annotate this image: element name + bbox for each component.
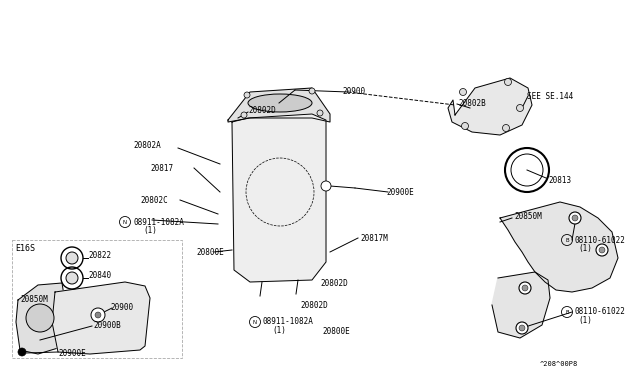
Text: 20800E: 20800E [322,327,349,337]
Text: 20850M: 20850M [514,212,541,221]
Text: B: B [565,310,569,314]
Text: (1): (1) [578,315,592,324]
Circle shape [244,92,250,98]
Text: 20802B: 20802B [458,99,486,108]
Text: (1): (1) [272,326,286,334]
Circle shape [18,348,26,356]
Text: 20802D: 20802D [320,279,348,289]
Ellipse shape [248,94,312,112]
Text: N: N [123,219,127,224]
Circle shape [569,212,581,224]
Circle shape [522,285,528,291]
Circle shape [599,247,605,253]
Text: 08110-61022: 08110-61022 [575,308,626,317]
Circle shape [317,110,323,116]
Text: ^208^00P8: ^208^00P8 [540,361,579,367]
Circle shape [596,244,608,256]
Text: 08911-1082A: 08911-1082A [263,317,314,327]
Circle shape [241,112,247,118]
Text: 20817: 20817 [150,164,173,173]
Text: (1): (1) [143,225,157,234]
Polygon shape [52,282,150,354]
Text: 20813: 20813 [548,176,571,185]
Circle shape [309,88,315,94]
Text: SEE SE.144: SEE SE.144 [527,92,573,100]
Circle shape [502,125,509,131]
Text: N: N [253,320,257,324]
Circle shape [91,308,105,322]
Circle shape [26,304,54,332]
Circle shape [516,322,528,334]
Text: 20802A: 20802A [133,141,161,150]
Circle shape [460,89,467,96]
Circle shape [572,215,578,221]
Text: 20850M: 20850M [20,295,48,305]
Text: 08911-1082A: 08911-1082A [133,218,184,227]
Polygon shape [16,283,65,354]
Text: 20900: 20900 [342,87,365,96]
Circle shape [95,312,101,318]
Text: 20817M: 20817M [360,234,388,243]
Polygon shape [500,202,618,292]
Circle shape [519,325,525,331]
Text: 20802D: 20802D [300,301,328,311]
Polygon shape [492,272,550,338]
Text: 20802C: 20802C [140,196,168,205]
Text: (1): (1) [578,244,592,253]
Circle shape [461,122,468,129]
Polygon shape [232,114,326,282]
Text: 20900E: 20900E [386,187,413,196]
Text: 20840: 20840 [88,272,111,280]
Text: 20822: 20822 [88,251,111,260]
Circle shape [66,252,78,264]
Text: 20900: 20900 [110,304,133,312]
Text: 08110-61022: 08110-61022 [575,235,626,244]
Circle shape [504,78,511,86]
Polygon shape [228,88,330,122]
Text: 20900B: 20900B [93,321,121,330]
Circle shape [519,282,531,294]
Polygon shape [448,78,532,135]
Circle shape [516,105,524,112]
Circle shape [66,272,78,284]
Text: 20900E: 20900E [58,350,86,359]
Circle shape [321,181,331,191]
Text: 20802D: 20802D [248,106,276,115]
Text: B: B [565,237,569,243]
Text: E16S: E16S [15,244,35,253]
Text: 20800E: 20800E [196,247,224,257]
